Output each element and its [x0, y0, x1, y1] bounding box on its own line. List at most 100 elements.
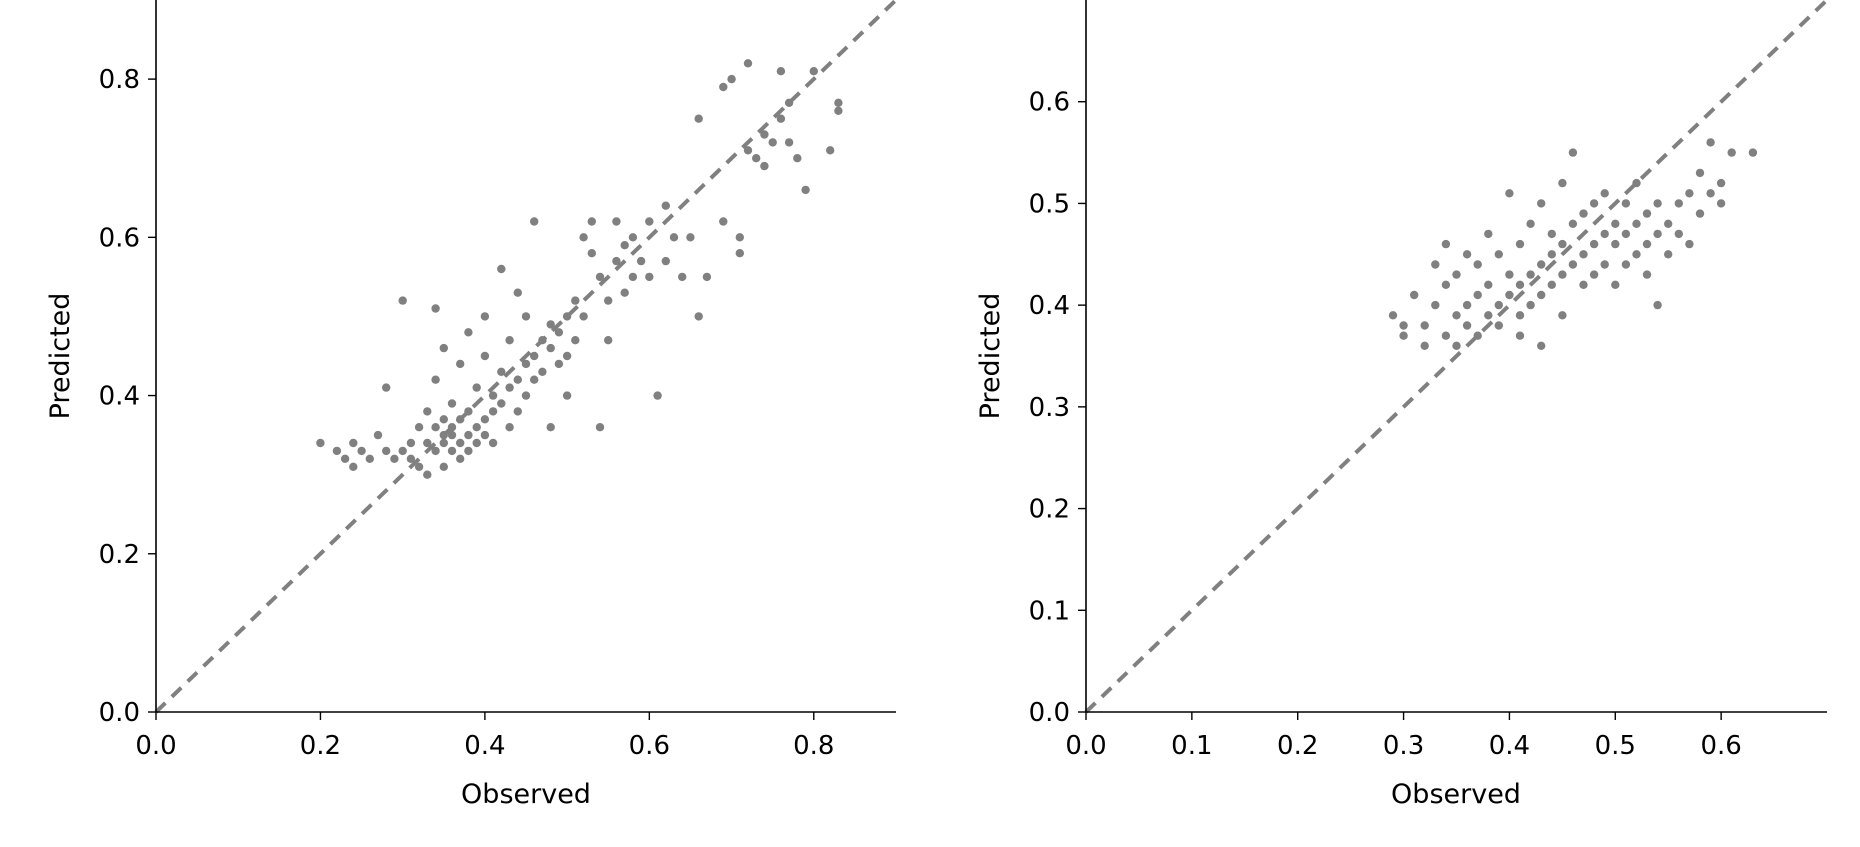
right-data-point [1399, 321, 1408, 330]
left-data-point [793, 154, 802, 163]
left-data-point [439, 438, 448, 448]
left-data-point [579, 312, 588, 321]
left-data-point [332, 446, 342, 456]
left-data-point [694, 114, 703, 123]
right-data-point [1410, 290, 1419, 300]
right-data-point [1589, 239, 1599, 249]
left-data-point [349, 462, 358, 471]
left-data-point [497, 399, 506, 408]
left-data-point [768, 138, 777, 147]
right-data-point [1632, 178, 1641, 188]
left-data-point [636, 256, 646, 266]
right-data-point [1494, 250, 1504, 259]
left-data-point [776, 114, 786, 123]
right-data-point [1526, 270, 1535, 279]
left-data-point [414, 462, 424, 471]
right-data-point [1695, 209, 1705, 218]
left-data-point [620, 241, 629, 250]
left-data-point [612, 217, 621, 226]
left-data-point [562, 391, 572, 400]
left-scatter-points [316, 59, 843, 479]
right-data-point [1494, 300, 1504, 310]
left-data-point [439, 462, 448, 471]
left-data-point [398, 446, 407, 456]
left-data-point [669, 233, 679, 242]
right-data-point [1547, 280, 1557, 289]
left-panel: 0.0 0.2 0.4 0.6 0.8 0.0 0.2 0.4 0.6 0.8 Observed… [45, 0, 898, 810]
right-data-point [1568, 148, 1578, 157]
left-x-tick-label: 0.2 [300, 731, 341, 761]
right-data-point [1674, 199, 1684, 208]
left-data-point [456, 454, 465, 463]
left-reference-line-group [154, 0, 898, 714]
left-data-point [488, 438, 498, 448]
right-y-tick-label: 0.5 [1029, 189, 1070, 219]
right-y-tick-label: 0.4 [1029, 291, 1070, 321]
left-identity-line [154, 0, 898, 714]
left-data-point [752, 154, 761, 163]
left-data-point [349, 438, 358, 448]
left-data-point [472, 438, 481, 448]
left-data-point [423, 407, 432, 416]
right-data-point [1462, 321, 1472, 330]
right-data-point [1611, 219, 1620, 228]
right-data-point [1589, 199, 1599, 208]
left-data-point [628, 233, 638, 242]
left-data-point [571, 296, 580, 305]
left-data-point [431, 423, 440, 432]
left-data-point [414, 423, 424, 432]
right-data-point [1537, 260, 1546, 269]
left-data-point [702, 272, 712, 282]
right-x-ticks: 0.0 0.1 0.2 0.3 0.4 0.5 0.6 [1065, 712, 1742, 761]
right-data-point [1452, 341, 1461, 350]
left-data-point [340, 454, 350, 463]
left-data-point [480, 415, 490, 424]
right-data-point [1431, 300, 1440, 310]
right-data-point [1653, 300, 1662, 310]
right-data-point [1505, 290, 1514, 300]
left-y-tick-label: 0.8 [99, 65, 140, 95]
right-identity-line [1084, 0, 1829, 714]
left-data-point [513, 375, 522, 384]
right-y-axis-title: Predicted [975, 293, 1006, 420]
right-x-tick-label: 0.6 [1700, 731, 1741, 761]
left-data-point [439, 415, 448, 424]
left-data-point [562, 351, 572, 361]
right-data-point [1537, 290, 1546, 300]
left-data-point [521, 391, 531, 400]
right-data-point [1547, 250, 1557, 259]
right-data-point [1579, 280, 1588, 289]
left-data-point [373, 430, 383, 440]
left-y-axis-title: Predicted [45, 293, 76, 420]
left-data-point [431, 375, 440, 384]
left-data-point [423, 438, 432, 448]
right-data-point [1600, 260, 1609, 269]
left-data-point [620, 288, 629, 297]
right-data-point [1515, 239, 1525, 249]
right-data-point [1664, 250, 1673, 259]
left-data-point [439, 430, 448, 440]
left-data-point [316, 438, 325, 448]
right-data-point [1589, 270, 1599, 279]
right-data-point [1600, 229, 1609, 239]
left-data-point [464, 446, 473, 456]
left-data-point [480, 312, 490, 321]
left-data-point [488, 407, 498, 416]
left-data-point [357, 446, 366, 456]
right-data-point [1441, 331, 1451, 340]
left-data-point [406, 454, 416, 463]
left-y-tick-label: 0.0 [99, 698, 140, 728]
right-y-tick-label: 0.1 [1029, 596, 1070, 626]
left-data-point [447, 446, 457, 456]
right-data-point [1621, 260, 1631, 269]
right-data-point [1621, 199, 1631, 208]
right-x-tick-label: 0.4 [1489, 731, 1530, 761]
right-data-point [1526, 219, 1535, 228]
left-data-point [719, 217, 728, 226]
left-data-point [719, 82, 728, 92]
right-x-tick-label: 0.0 [1065, 731, 1106, 761]
left-data-point [743, 59, 753, 68]
left-data-point [628, 272, 638, 282]
left-data-point [743, 146, 753, 155]
right-data-point [1558, 178, 1567, 188]
